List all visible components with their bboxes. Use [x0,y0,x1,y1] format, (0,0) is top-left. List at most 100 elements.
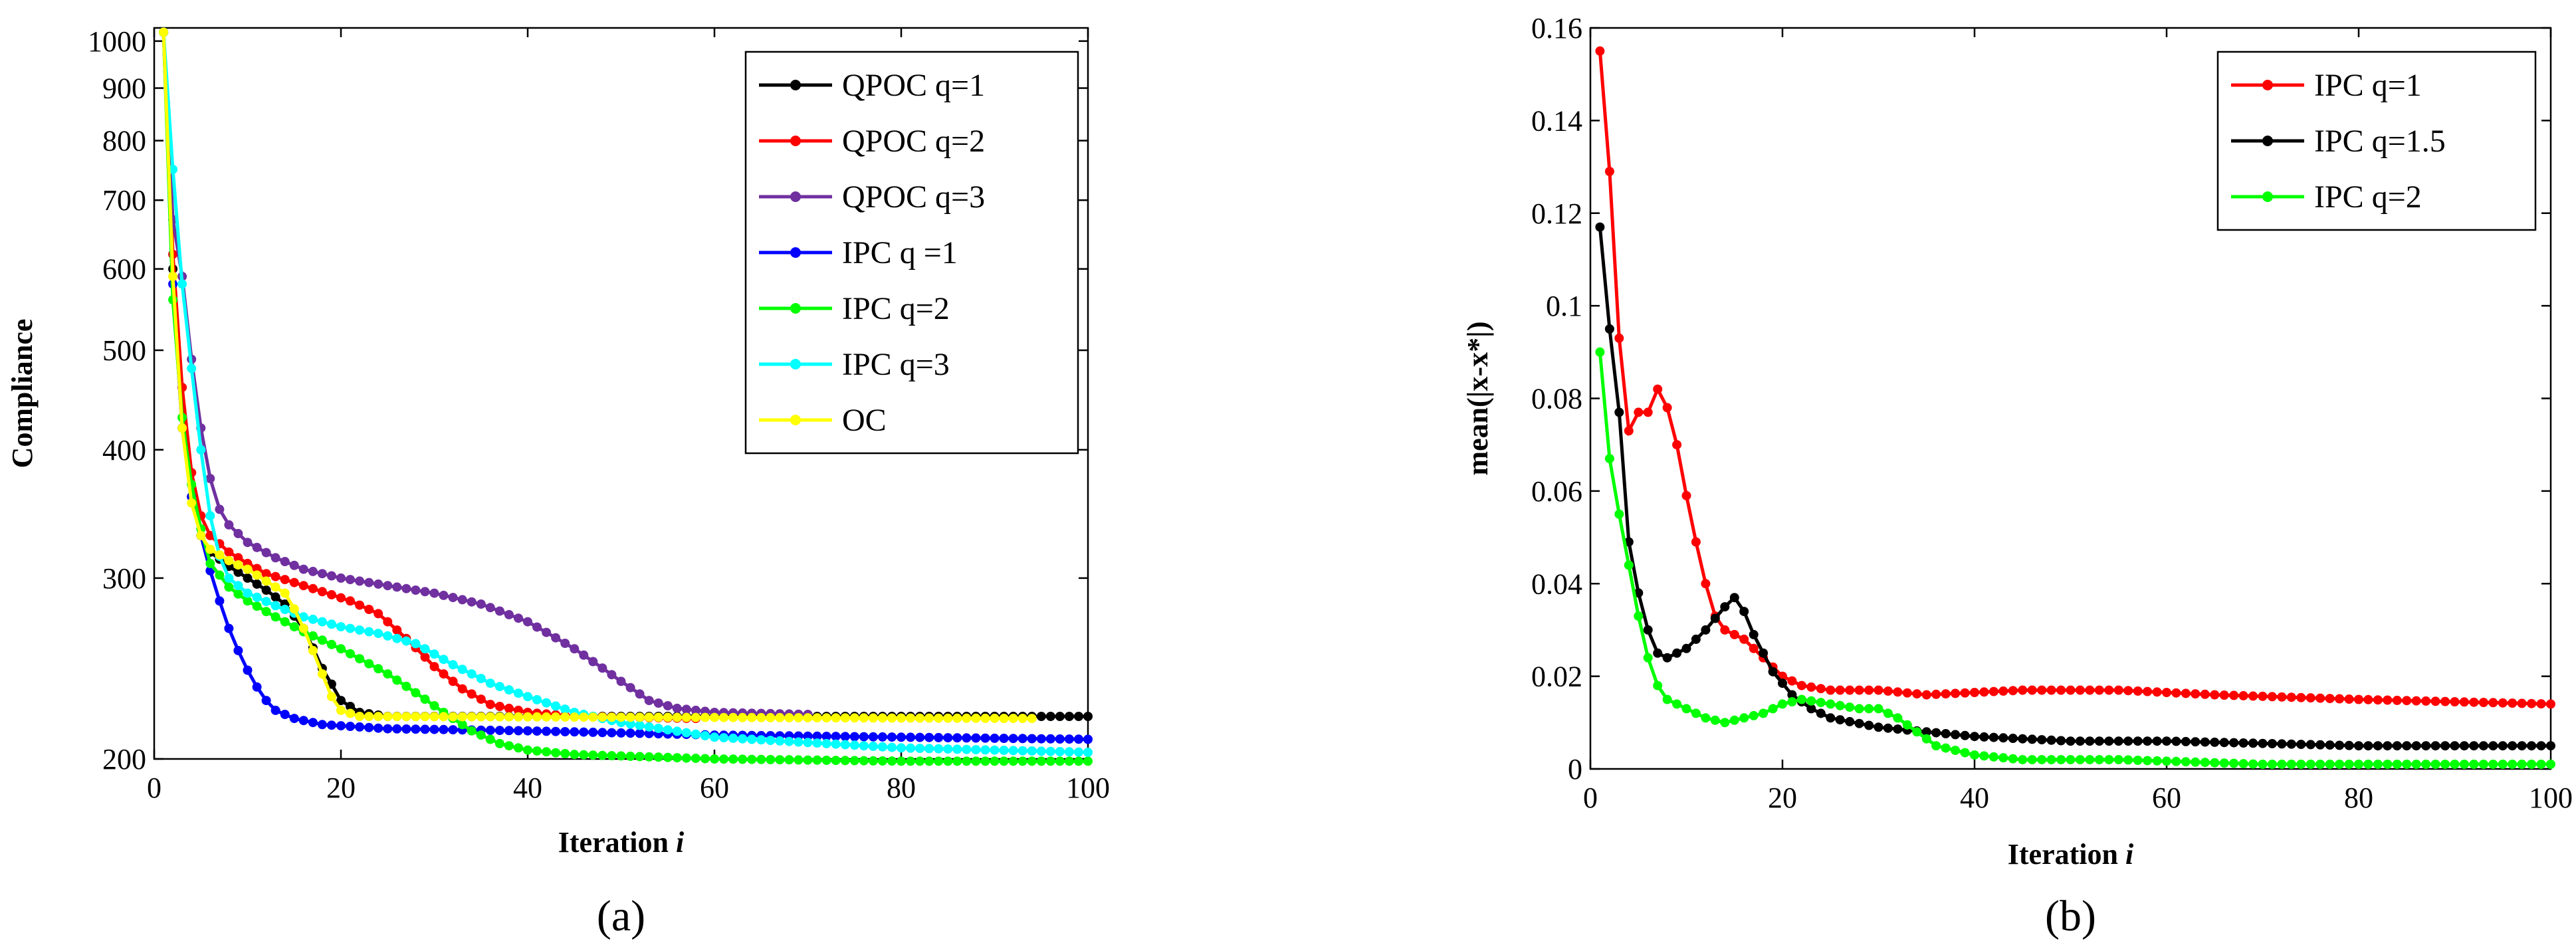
data-point-a-3-69 [803,731,813,741]
data-point-b-2-82 [2383,760,2393,769]
series-line-a-4 [161,32,1088,763]
data-point-b-0-76 [2325,694,2335,704]
data-point-a-5-20 [346,623,355,633]
data-point-b-2-0 [1595,347,1605,357]
data-point-a-3-48 [607,728,617,738]
data-point-a-6-79 [897,713,906,723]
data-point-a-5-16 [308,614,318,624]
data-point-a-5-19 [336,622,346,632]
data-point-a-2-19 [336,573,346,583]
data-point-b-2-98 [2536,760,2546,769]
data-point-a-6-42 [551,712,561,722]
data-point-b-2-42 [1998,753,2008,763]
data-point-a-6-56 [681,712,691,722]
data-point-a-2-53 [653,698,663,708]
data-point-b-0-94 [2498,698,2508,708]
y-tick-label-a-4: 600 [102,253,146,286]
data-point-a-2-39 [523,617,532,627]
data-point-a-6-60 [719,712,728,722]
data-point-b-0-57 [2143,686,2153,696]
data-point-a-4-86 [962,756,972,766]
data-point-a-6-10 [252,570,262,580]
data-point-b-0-67 [2238,690,2248,700]
data-point-a-2-10 [252,542,262,552]
data-point-b-1-18 [1768,667,1778,677]
data-point-a-2-27 [411,585,421,595]
data-point-b-0-96 [2517,698,2527,708]
y-tick-label-a-2: 400 [102,434,146,467]
data-point-b-2-77 [2335,760,2345,769]
data-point-a-4-88 [980,756,990,766]
legend-label-a-3: IPC q =1 [842,235,958,270]
data-point-a-5-69 [803,738,813,748]
data-point-b-0-8 [1672,440,1682,450]
data-point-a-4-23 [374,664,383,674]
data-point-b-2-10 [1691,708,1701,718]
data-point-b-0-86 [2421,696,2431,706]
data-point-a-6-90 [999,714,1009,723]
data-point-a-4-54 [663,752,673,762]
data-point-b-0-36 [1941,689,1951,699]
data-point-b-2-90 [2459,760,2469,769]
data-point-b-2-92 [2478,760,2488,769]
data-point-b-1-87 [2430,741,2440,751]
y-tick-label-b-0: 0 [1568,753,1582,786]
y-tick-label-a-3: 500 [102,334,146,367]
data-point-a-5-8 [233,581,243,591]
data-point-b-2-14 [1729,715,1739,725]
data-point-b-0-60 [2171,688,2181,698]
data-point-b-2-41 [1988,752,1998,762]
data-point-b-1-1 [1604,324,1614,334]
data-point-a-6-6 [215,550,225,560]
data-point-b-2-30 [1883,708,1893,718]
data-point-a-3-44 [570,727,580,737]
data-point-a-5-52 [644,722,654,732]
data-point-b-1-71 [2277,739,2287,749]
data-point-a-0-19 [336,696,346,706]
data-point-b-2-91 [2469,760,2479,769]
data-point-a-3-13 [280,710,290,719]
data-point-b-2-32 [1902,720,1912,730]
data-point-b-0-26 [1845,685,1855,695]
data-point-b-2-59 [2162,756,2171,766]
data-point-b-1-96 [2517,741,2527,751]
data-point-a-6-67 [784,713,794,722]
data-point-a-4-94 [1036,756,1046,766]
data-point-a-5-59 [710,732,719,742]
data-point-a-1-31 [448,677,458,686]
data-point-b-2-97 [2527,760,2537,769]
series-a-2 [159,27,813,719]
data-point-b-0-79 [2354,694,2363,704]
data-point-b-0-28 [1864,685,1874,695]
data-point-a-4-68 [794,755,804,765]
data-point-a-3-50 [625,728,635,738]
data-point-a-3-9 [243,665,253,675]
data-point-b-0-54 [2113,685,2123,695]
data-point-a-1-15 [298,581,308,591]
data-point-a-5-35 [485,679,495,688]
data-point-b-0-44 [2018,685,2028,695]
data-point-b-0-30 [1883,686,1893,696]
data-point-a-1-38 [514,705,523,715]
data-point-b-0-4 [1634,407,1644,417]
data-point-a-6-52 [644,712,654,722]
series-line-a-3 [161,32,1089,741]
data-point-b-0-45 [2027,685,2037,695]
data-point-b-2-93 [2488,760,2498,769]
data-point-a-6-35 [485,712,495,722]
data-point-a-4-20 [346,649,355,659]
data-point-a-3-47 [597,728,607,738]
data-point-a-4-73 [840,756,850,766]
data-point-a-1-28 [420,652,430,662]
data-point-a-2-28 [420,587,430,597]
data-point-a-6-75 [859,713,869,723]
data-point-a-3-18 [326,720,336,730]
data-point-a-1-23 [374,609,383,619]
data-point-b-2-44 [2018,755,2028,765]
data-point-b-2-36 [1941,743,1951,753]
series-line-b-2 [1598,352,2551,766]
y-tick-label-a-7: 900 [102,72,146,105]
data-point-b-1-74 [2306,740,2315,750]
data-point-a-3-98 [1074,734,1083,744]
data-point-b-0-3 [1624,426,1634,436]
